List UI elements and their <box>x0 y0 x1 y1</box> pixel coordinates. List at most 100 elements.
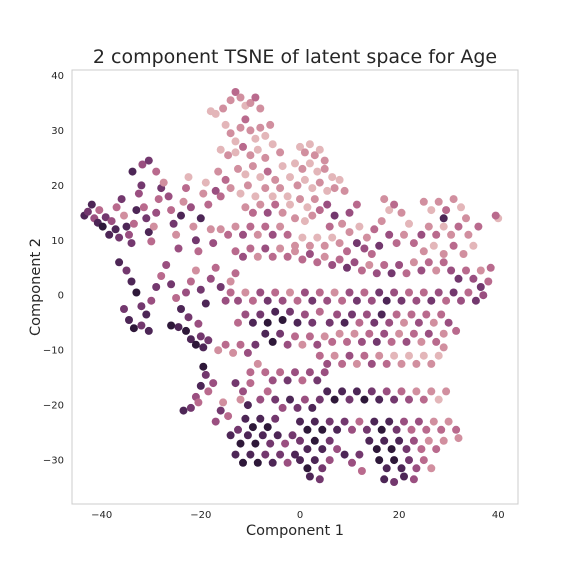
plot-area <box>80 88 503 486</box>
scatter-point <box>308 184 317 193</box>
scatter-point <box>211 263 220 272</box>
scatter-point <box>261 153 270 162</box>
scatter-point <box>115 258 124 267</box>
scatter-point <box>209 239 218 248</box>
scatter-point <box>390 478 399 486</box>
scatter-point <box>296 195 304 204</box>
scatter-point <box>402 445 411 454</box>
scatter-point <box>144 156 153 165</box>
scatter-point <box>360 244 369 253</box>
scatter-point <box>138 160 147 169</box>
scatter-point <box>444 417 453 426</box>
scatter-point <box>276 184 285 193</box>
scatter-point <box>345 208 354 217</box>
scatter-point <box>266 439 275 448</box>
scatter-point <box>268 376 277 385</box>
scatter-point <box>298 376 307 385</box>
scatter-point <box>283 192 292 201</box>
scatter-point <box>315 206 324 215</box>
scatter-point <box>352 387 361 396</box>
scatter-point <box>422 425 431 434</box>
scatter-point <box>365 329 374 338</box>
scatter-point <box>122 266 131 275</box>
scatter-point <box>177 305 185 313</box>
scatter-point <box>350 258 359 267</box>
scatter-point <box>434 197 443 206</box>
scatter-point <box>377 217 386 226</box>
scatter-point <box>409 258 418 267</box>
scatter-point <box>357 467 366 475</box>
scatter-point <box>462 266 470 275</box>
scatter-point <box>315 145 324 154</box>
scatter-point <box>246 368 255 377</box>
scatter-point <box>186 277 195 286</box>
scatter-point <box>125 316 133 324</box>
scatter-point <box>305 241 314 250</box>
scatter-point <box>300 148 309 157</box>
scatter-point <box>298 340 307 349</box>
scatter-point <box>305 250 314 258</box>
scatter-point <box>328 337 337 346</box>
scatter-point <box>286 288 294 297</box>
scatter-point <box>491 211 500 220</box>
scatter-point <box>263 318 272 327</box>
scatter-point <box>323 359 332 368</box>
scatter-point <box>211 417 220 426</box>
scatter-point <box>382 464 391 473</box>
scatter-point <box>241 310 250 319</box>
scatter-point <box>305 140 314 149</box>
scatter-point <box>320 164 329 173</box>
scatter-point <box>417 230 426 239</box>
scatter-point <box>375 456 384 465</box>
scatter-point <box>330 211 339 220</box>
scatter-point <box>333 425 342 434</box>
scatter-point <box>256 173 265 182</box>
scatter-point <box>189 222 198 231</box>
scatter-point <box>320 368 329 377</box>
scatter-point <box>325 417 334 426</box>
scatter-point <box>409 436 418 445</box>
scatter-point <box>253 230 262 239</box>
scatter-point <box>318 445 327 454</box>
plot-frame <box>71 69 519 505</box>
scatter-point <box>231 247 240 256</box>
scatter-point <box>405 456 413 465</box>
scatter-point <box>348 310 356 319</box>
scatter-point <box>348 425 356 434</box>
scatter-point <box>216 283 225 291</box>
scatter-point <box>417 445 426 454</box>
scatter-point <box>305 332 314 341</box>
scatter-point <box>231 88 240 96</box>
scatter-point <box>439 343 448 352</box>
scatter-point <box>144 326 153 335</box>
scatter-point <box>352 200 361 209</box>
scatter-point <box>340 417 349 426</box>
scatter-point <box>167 280 176 289</box>
scatter-point <box>308 211 317 220</box>
scatter-point <box>395 329 404 338</box>
scatter-point <box>303 203 312 212</box>
scatter-point <box>291 332 299 341</box>
scatter-point <box>134 189 143 198</box>
scatter-point <box>246 222 255 231</box>
scatter-point <box>400 472 408 481</box>
scatter-point <box>246 450 255 459</box>
scatter-point <box>328 261 337 269</box>
scatter-point <box>179 406 188 415</box>
scatter-point <box>291 241 299 250</box>
scatter-point <box>219 104 228 113</box>
scatter-point <box>149 222 158 231</box>
scatter-point <box>194 398 203 407</box>
x-tick-label: 0 <box>297 510 303 521</box>
scatter-point <box>251 134 260 143</box>
scatter-point <box>154 195 163 204</box>
scatter-point <box>159 178 168 187</box>
scatter-point <box>211 109 220 118</box>
scatter-point <box>476 283 485 291</box>
scatter-point <box>400 417 408 426</box>
scatter-point <box>328 233 337 242</box>
scatter-point <box>293 403 302 412</box>
scatter-point <box>243 431 252 440</box>
scatter-point <box>266 120 275 129</box>
